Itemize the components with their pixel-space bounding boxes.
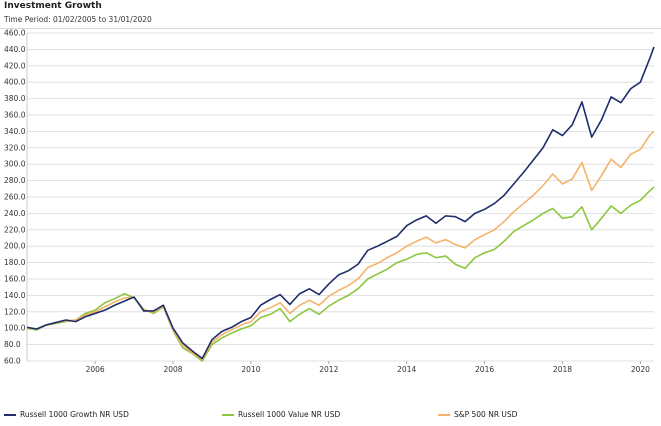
grid-group (26, 32, 654, 362)
y-tick-label: 60.0 (4, 357, 21, 366)
x-tick-label: 2014 (397, 365, 416, 374)
y-tick-label: 80.0 (4, 340, 21, 349)
x-tick-label: 2016 (475, 365, 494, 374)
y-tick-label: 320.0 (4, 143, 26, 152)
y-tick-labels: 460.0 440.0 420.0 400.0 380.0 360.0 340.0 320.0… (4, 29, 26, 366)
y-tick-label: 260.0 (4, 193, 26, 202)
y-tick-label: 400.0 (4, 78, 26, 87)
legend-label-value: Russell 1000 Value NR USD (238, 410, 341, 419)
legend-swatch-growth (4, 413, 16, 416)
y-tick-label: 280.0 (4, 176, 26, 185)
legend-item-value: Russell 1000 Value NR USD (222, 410, 340, 419)
chart-legend: Russell 1000 Growth NR USD Russell 1000 … (0, 410, 661, 424)
x-tick-label: 2006 (86, 365, 105, 374)
y-tick-label: 160.0 (4, 275, 26, 284)
y-tick-label: 100.0 (4, 324, 26, 333)
y-tick-label: 300.0 (4, 160, 26, 169)
y-tick-label: 140.0 (4, 291, 26, 300)
x-tick-label: 2020 (631, 365, 650, 374)
y-tick-label: 120.0 (4, 307, 26, 316)
x-tick-label: 2018 (553, 365, 572, 374)
legend-item-growth: Russell 1000 Growth NR USD (4, 410, 129, 419)
chart-subtitle: Time Period: 01/02/2005 to 31/01/2020 (4, 15, 152, 24)
y-tick-label: 380.0 (4, 94, 26, 103)
y-tick-label: 440.0 (4, 45, 26, 54)
legend-swatch-value (222, 413, 234, 416)
page-title: Investment Growth (4, 1, 102, 11)
x-tick-labels: 2006 2008 2010 2012 2014 2016 2018 2020 (86, 361, 650, 374)
y-tick-label: 200.0 (4, 242, 26, 251)
legend-label-growth: Russell 1000 Growth NR USD (20, 410, 129, 419)
header-divider (0, 28, 661, 29)
y-tick-label: 220.0 (4, 225, 26, 234)
y-tick-label: 340.0 (4, 127, 26, 136)
y-tick-label: 240.0 (4, 209, 26, 218)
legend-swatch-sp500 (438, 413, 450, 416)
legend-item-sp500: S&P 500 NR USD (438, 410, 517, 419)
x-tick-label: 2008 (163, 365, 182, 374)
legend-label-sp500: S&P 500 NR USD (454, 410, 518, 419)
y-tick-label: 460.0 (4, 29, 26, 38)
series-lines (26, 46, 655, 362)
y-tick-label: 180.0 (4, 258, 26, 267)
series-line-russell-1000-growth-nr-usd (26, 46, 655, 360)
x-tick-label: 2010 (241, 365, 260, 374)
series-line-s-p-500-nr-usd (26, 130, 655, 361)
x-tick-label: 2012 (319, 365, 338, 374)
y-tick-label: 420.0 (4, 61, 26, 70)
y-tick-label: 360.0 (4, 111, 26, 120)
